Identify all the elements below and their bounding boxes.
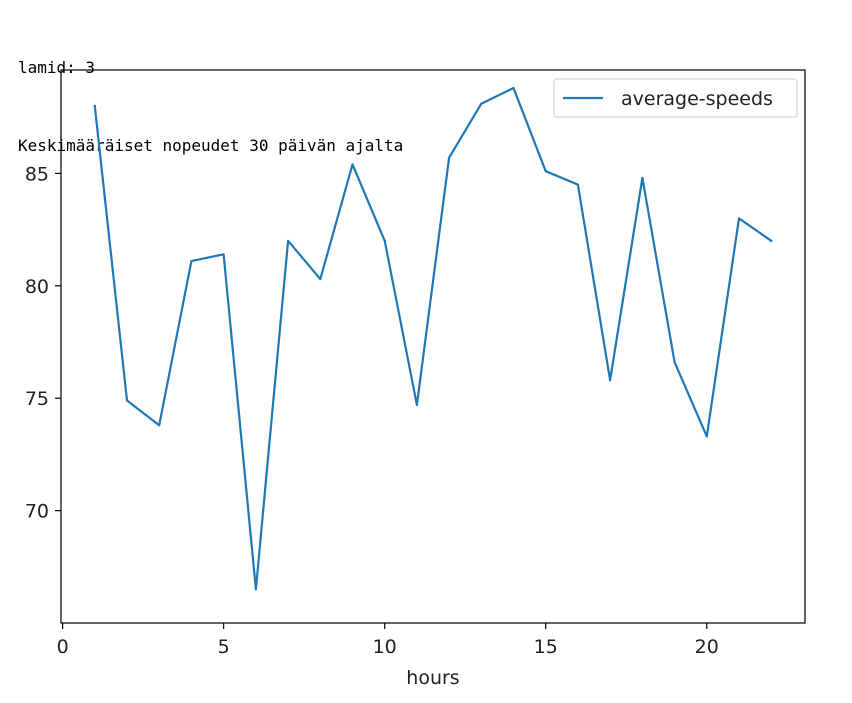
data-point — [480, 102, 483, 105]
data-point — [705, 435, 708, 438]
legend: average-speeds — [553, 78, 798, 118]
console-line-chart-caption: Keskimääräiset nopeudet 30 päivän ajalta — [18, 136, 404, 155]
data-point — [770, 239, 773, 242]
y-tick-label: 75 — [25, 388, 49, 410]
data-point — [609, 379, 612, 382]
x-tick-label: 20 — [695, 636, 719, 658]
data-point — [544, 170, 547, 173]
console-output: lamid: 3 Keskimääräiset nopeudet 30 päiv… — [18, 3, 403, 185]
data-point — [512, 86, 515, 89]
series-points-layer — [93, 86, 773, 591]
data-point — [673, 361, 676, 364]
data-point — [737, 217, 740, 220]
data-point — [383, 239, 386, 242]
x-tick-label: 5 — [218, 636, 230, 658]
data-point — [448, 156, 451, 159]
data-point — [351, 163, 354, 166]
data-point — [222, 253, 225, 256]
legend-box — [553, 78, 798, 118]
x-tick-label: 10 — [373, 636, 397, 658]
data-point — [641, 176, 644, 179]
x-tick-label: 0 — [57, 636, 69, 658]
data-point — [415, 403, 418, 406]
data-point — [93, 104, 96, 107]
data-point — [287, 239, 290, 242]
data-point — [319, 278, 322, 281]
series-line-average-speeds — [93, 86, 773, 591]
y-tick-label: 70 — [25, 501, 49, 523]
x-axis-label: hours — [406, 667, 459, 689]
data-point — [254, 588, 257, 591]
data-point — [158, 424, 161, 427]
x-tick-label: 15 — [534, 636, 558, 658]
y-tick-label: 80 — [25, 276, 49, 298]
plot-frame — [60, 69, 806, 624]
data-point — [576, 183, 579, 186]
data-point — [190, 260, 193, 263]
data-point — [126, 399, 129, 402]
tick-layer: 0 5 10 15 20 70 75 80 85 — [25, 163, 719, 658]
y-tick-label: 85 — [25, 163, 49, 185]
legend-label: average-speeds — [621, 88, 773, 110]
